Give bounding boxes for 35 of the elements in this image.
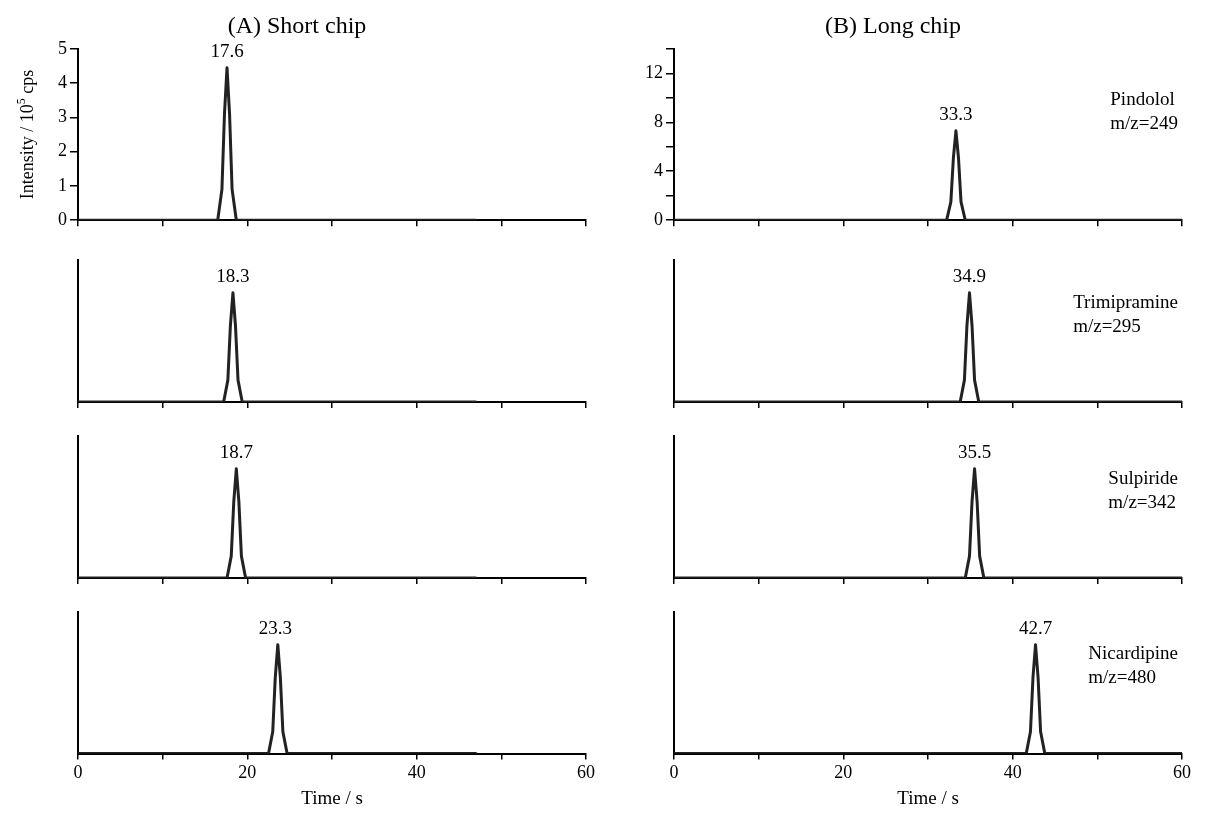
annotation: 34.9	[952, 265, 987, 287]
chart-title: (B) Long chip	[825, 11, 961, 38]
y-tick-label: 8	[654, 110, 663, 131]
x-axis-title: Time / s	[301, 786, 363, 808]
y-tick-label: 5	[58, 37, 67, 58]
y-tick-label: 2	[58, 140, 67, 161]
y-tick-label: 12	[645, 62, 663, 83]
y-tick-label: 0	[654, 208, 663, 229]
x-tick-label: 60	[577, 762, 595, 783]
y-tick-label: 4	[58, 71, 67, 92]
y-tick-label: 3	[58, 106, 67, 127]
x-tick-label: 40	[407, 762, 426, 783]
y-tick-label: 4	[654, 159, 663, 180]
y-axis-title: Intensity / 105 cps	[14, 69, 37, 200]
annotation: 18.7	[219, 441, 253, 463]
annotation: Sulpiride m/z=342	[1108, 466, 1179, 512]
x-tick-label: 40	[1003, 762, 1022, 783]
x-tick-label: 60	[1173, 762, 1191, 783]
annotation: 35.5	[957, 441, 992, 463]
annotation: Pindolol m/z=249	[1110, 88, 1179, 134]
x-axis-title: Time / s	[897, 786, 959, 808]
annotation: 23.3	[258, 617, 292, 639]
y-tick-label: 1	[58, 174, 67, 195]
annotation: 17.6	[210, 40, 244, 62]
annotation: Nicardipine m/z=480	[1088, 642, 1178, 688]
annotation: 33.3	[939, 103, 973, 125]
annotation: Trimipramine m/z=295	[1073, 290, 1179, 336]
y-tick-label: 0	[58, 208, 67, 229]
x-tick-label: 0	[73, 762, 83, 783]
annotation: 42.7	[1018, 617, 1053, 639]
x-tick-label: 0	[669, 762, 679, 783]
chart-title: (A) Short chip	[227, 11, 367, 38]
annotation: 18.3	[216, 265, 250, 287]
x-tick-label: 20	[834, 762, 853, 783]
x-tick-label: 20	[238, 762, 257, 783]
